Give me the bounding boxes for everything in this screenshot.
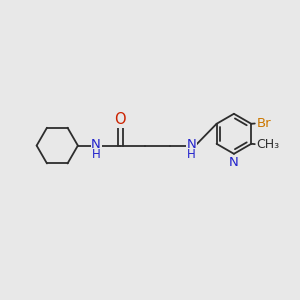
Text: Br: Br (256, 117, 271, 130)
Text: O: O (114, 112, 126, 127)
Text: CH₃: CH₃ (256, 138, 280, 151)
Text: N: N (91, 138, 101, 151)
Text: H: H (187, 148, 196, 161)
Text: H: H (92, 148, 100, 161)
Text: N: N (229, 156, 239, 169)
Text: N: N (187, 138, 196, 151)
